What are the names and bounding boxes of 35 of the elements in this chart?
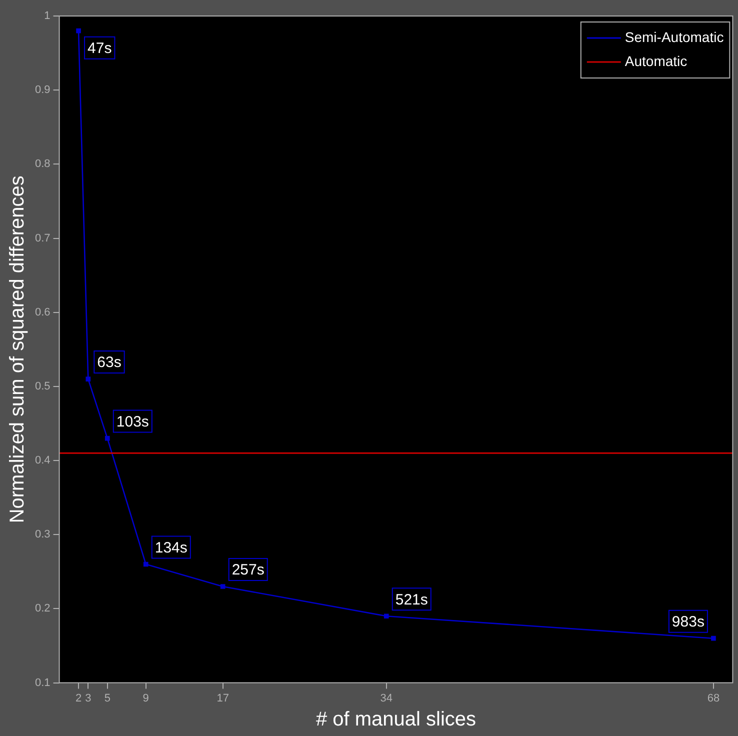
annotation: 983s bbox=[672, 613, 704, 630]
x-axis-title: # of manual slices bbox=[316, 708, 476, 731]
y-axis-title: Normalized sum of squared differences bbox=[6, 176, 29, 524]
y-tick-label: 0.7 bbox=[34, 232, 50, 244]
y-tick-label: 0.3 bbox=[34, 528, 50, 541]
annotation: 257s bbox=[232, 562, 264, 579]
annotation: 134s bbox=[154, 539, 188, 556]
x-tick-label: 9 bbox=[142, 692, 149, 704]
x-tick-label: 17 bbox=[216, 692, 229, 704]
annotation: 63s bbox=[97, 354, 122, 372]
annotation: 47s bbox=[88, 40, 112, 57]
x-tick-label: 5 bbox=[104, 692, 110, 704]
y-tick-label: 0.2 bbox=[34, 602, 50, 615]
point bbox=[86, 376, 91, 382]
y-tick-label: 0.5 bbox=[34, 380, 50, 392]
y-tick-label: 0.8 bbox=[34, 158, 50, 170]
point bbox=[384, 614, 389, 619]
x-tick-label: 2 bbox=[75, 692, 82, 704]
point bbox=[76, 28, 81, 34]
point bbox=[143, 562, 148, 567]
annotation: 103s bbox=[116, 413, 149, 430]
legend-label: Semi-Automatic bbox=[624, 28, 724, 45]
y-tick-label: 0.1 bbox=[34, 676, 50, 689]
y-tick-label: 0.6 bbox=[34, 306, 50, 318]
y-tick-label: 1 bbox=[44, 10, 50, 22]
y-tick-label: 0.4 bbox=[34, 454, 50, 467]
x-tick-label: 3 bbox=[85, 692, 92, 704]
x-tick-label: 34 bbox=[380, 692, 392, 704]
point bbox=[104, 436, 110, 441]
point bbox=[220, 584, 226, 589]
x-tick-label: 68 bbox=[707, 692, 720, 704]
legend-label: Automatic bbox=[624, 52, 688, 69]
point bbox=[711, 636, 716, 641]
y-tick-label: 0.9 bbox=[34, 84, 50, 96]
annotation: 521s bbox=[395, 591, 428, 608]
